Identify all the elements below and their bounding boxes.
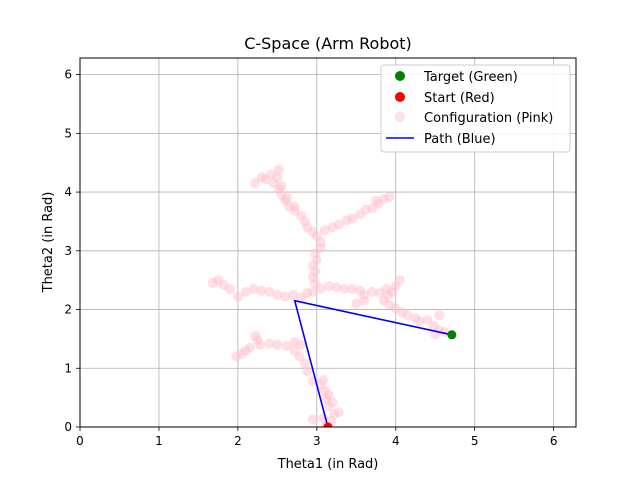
configuration-point	[394, 275, 405, 286]
configuration-point	[288, 289, 299, 300]
x-tick-label: 0	[76, 434, 84, 448]
legend-label-start: Start (Red)	[424, 91, 495, 106]
x-tick-label: 2	[234, 434, 242, 448]
y-tick-label: 2	[64, 303, 72, 317]
configuration-point	[231, 351, 242, 362]
legend-marker-configuration	[395, 112, 405, 122]
path-line	[293, 299, 452, 427]
configuration-point	[207, 278, 218, 289]
legend: Target (Green) Start (Red) Configuration…	[380, 64, 571, 153]
x-tick-label: 3	[313, 434, 321, 448]
configuration-point	[422, 315, 433, 326]
configuration-point	[276, 181, 287, 192]
configuration-point	[264, 286, 275, 297]
configuration-point	[347, 283, 358, 294]
y-tick-label: 6	[64, 68, 72, 82]
configuration-point	[289, 336, 300, 347]
configuration-point	[434, 310, 445, 321]
configuration-point	[272, 339, 283, 350]
configuration-point	[367, 286, 378, 297]
configuration-point	[280, 291, 291, 302]
legend-box	[380, 64, 571, 153]
configuration-point	[371, 195, 382, 206]
y-tick-label: 1	[64, 361, 72, 375]
configuration-point	[240, 286, 251, 297]
configuration-point	[318, 375, 329, 386]
x-tick-label: 1	[155, 434, 163, 448]
x-tick-label: 4	[392, 434, 400, 448]
y-tick-label: 4	[64, 185, 72, 199]
configuration-point	[323, 281, 334, 292]
configuration-point	[224, 283, 235, 294]
target-marker	[447, 330, 457, 340]
configuration-point	[232, 291, 243, 302]
configuration-point	[402, 310, 413, 321]
configuration-point	[252, 335, 263, 346]
plot-area	[207, 164, 457, 427]
chart-title: C-Space (Arm Robot)	[244, 34, 412, 53]
configuration-point	[281, 340, 292, 351]
x-tick-label: 6	[550, 434, 558, 448]
configuration-point	[250, 178, 261, 189]
y-tick-label: 3	[64, 244, 72, 258]
configuration-point	[307, 286, 318, 297]
configuration-point	[359, 295, 370, 306]
legend-label-target: Target (Green)	[423, 70, 518, 85]
configuration-point	[272, 172, 283, 183]
legend-marker-start	[395, 92, 405, 102]
configuration-point	[333, 219, 344, 230]
configuration-point	[333, 407, 344, 418]
configuration-point	[256, 172, 267, 183]
configuration-point	[319, 225, 330, 236]
configuration-point	[384, 191, 395, 202]
configuration-point	[248, 283, 259, 294]
configuration-point	[307, 414, 318, 425]
configuration-point	[289, 201, 300, 212]
configuration-point	[272, 289, 283, 300]
configuration-point	[315, 283, 326, 294]
configuration-point	[299, 358, 310, 369]
y-tick-label: 0	[64, 420, 72, 434]
axis-ticks: 0 1 2 3 4 5 6 0 1 2 3 4 5 6	[64, 68, 557, 448]
configuration-point	[281, 192, 292, 203]
x-axis-label: Theta1 (in Rad)	[277, 457, 379, 472]
axes-frame	[79, 57, 577, 428]
configuration-point	[240, 345, 251, 356]
legend-label-path: Path (Blue)	[424, 132, 496, 147]
configuration-point	[339, 283, 350, 294]
legend-label-configuration: Configuration (Pink)	[424, 111, 553, 126]
configuration-point	[273, 164, 284, 175]
configuration-point	[331, 282, 342, 293]
y-axis-label: Theta2 (in Rad)	[41, 192, 56, 294]
configuration-point	[347, 213, 358, 224]
configuration-point	[351, 298, 362, 309]
configuration-point	[414, 316, 425, 327]
configuration-point	[381, 283, 392, 294]
configuration-point	[264, 338, 275, 349]
configuration-point	[289, 345, 300, 356]
x-tick-label: 5	[471, 434, 479, 448]
configuration-point	[302, 366, 313, 377]
legend-marker-target	[395, 71, 405, 81]
start-marker	[323, 422, 333, 427]
configuration-point	[256, 285, 267, 296]
y-tick-label: 5	[64, 126, 72, 140]
